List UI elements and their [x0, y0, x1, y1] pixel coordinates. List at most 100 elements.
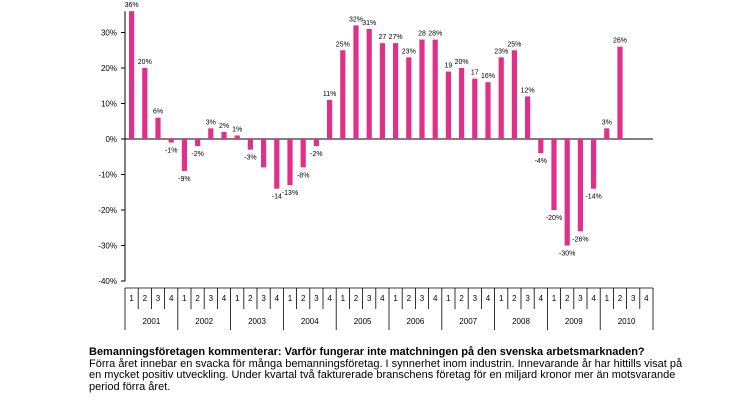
bar [485, 82, 491, 139]
bar [498, 57, 504, 139]
bar-label: 28 [418, 31, 426, 38]
year-label: 2010 [618, 317, 636, 326]
bar-label: 25% [507, 41, 521, 48]
bar-label: 17 [471, 70, 479, 77]
bar [340, 50, 346, 139]
bar [181, 139, 187, 171]
year-label: 2005 [354, 317, 372, 326]
quarter-label: 3 [578, 294, 583, 303]
bar-label: -14% [585, 194, 601, 201]
bar-label: 31% [362, 20, 376, 27]
quarter-label: 2 [301, 294, 306, 303]
bar [129, 11, 135, 140]
quarter-label: 2 [407, 294, 412, 303]
quarter-label: 1 [446, 294, 451, 303]
bar-label: 12% [521, 87, 535, 94]
caption: Bemanningsföretagen kommenterar: Varför … [89, 346, 689, 393]
quarter-label: 2 [248, 294, 253, 303]
bar-label: 11% [323, 91, 337, 98]
bar-label: -2% [310, 151, 322, 158]
bar [261, 139, 267, 168]
bar [247, 139, 253, 150]
quarter-label: 2 [565, 294, 570, 303]
bar [221, 131, 227, 139]
bar [617, 46, 623, 140]
quarter-label: 4 [169, 294, 174, 303]
bar-label: 26% [613, 38, 627, 45]
y-tick-label: 30% [101, 29, 117, 38]
bar-label: -8% [297, 172, 309, 179]
bar [313, 139, 319, 147]
bar [274, 139, 280, 189]
bar [577, 139, 583, 232]
bar-label: -30% [559, 251, 575, 258]
bar [300, 139, 306, 168]
quarter-label: 1 [552, 294, 557, 303]
caption-heading: Bemanningsföretagen kommenterar: Varför … [89, 346, 645, 358]
bar-label: 27% [389, 34, 403, 41]
bar-label: 25% [336, 41, 350, 48]
bar-label: -20% [546, 215, 562, 222]
quarter-label: 1 [182, 294, 187, 303]
bar-label: 16% [481, 73, 495, 80]
bar [551, 139, 557, 210]
y-tick-label: -10% [98, 171, 117, 180]
quarter-label: 3 [367, 294, 372, 303]
quarter-label: 3 [631, 294, 636, 303]
bar-label: 1% [232, 126, 242, 133]
bar-label: -4% [535, 158, 547, 165]
bar-label: 27 [379, 34, 387, 41]
bar-label: 2% [219, 123, 229, 130]
bar [168, 139, 174, 143]
bar [195, 139, 201, 147]
quarter-label: 2 [618, 294, 623, 303]
bar-label: -14 [272, 194, 282, 201]
bar-labels: 36%20%6%-1%-9%-2%3%2%1%-3%-14-13%-8%-2%1… [125, 2, 627, 257]
y-tick-label: 10% [101, 100, 117, 109]
quarter-label: 3 [420, 294, 425, 303]
bar [406, 57, 412, 139]
quarter-label: 3 [156, 294, 161, 303]
quarter-label: 2 [195, 294, 200, 303]
bar [459, 68, 465, 139]
quarter-label: 1 [605, 294, 610, 303]
bar-label: 23% [494, 48, 508, 55]
quarter-label: 1 [499, 294, 504, 303]
quarter-label: 1 [288, 294, 293, 303]
quarter-label: 3 [473, 294, 478, 303]
bar-label: 3% [602, 119, 612, 126]
bar-label: -1% [165, 148, 177, 155]
bar-chart: -40% -30% -20% -10% 0% 10% 20% 30% 36% 20% 6% -1% -… [98, 2, 654, 330]
bar [538, 139, 544, 154]
bar [208, 128, 214, 139]
y-tick-label: -40% [98, 277, 117, 286]
quarter-label: 2 [512, 294, 517, 303]
quarter-label: 3 [525, 294, 530, 303]
bar [472, 78, 478, 139]
bar [511, 50, 517, 139]
quarter-label: 4 [644, 294, 649, 303]
quarter-label: 4 [327, 294, 332, 303]
quarter-label: 4 [486, 294, 491, 303]
bar [604, 128, 610, 139]
bar-label: 23% [402, 48, 416, 55]
bar-label: -3% [244, 155, 256, 162]
quarter-label: 4 [591, 294, 596, 303]
year-label: 2003 [248, 317, 266, 326]
bar [525, 96, 531, 139]
bar-label: 28% [428, 31, 442, 38]
bar-label: -2% [191, 151, 203, 158]
bar-label: 32% [349, 16, 363, 23]
bar [419, 39, 425, 139]
quarter-label: 4 [275, 294, 280, 303]
bar [393, 43, 399, 139]
y-tick-label: -20% [98, 206, 117, 215]
bar-label: -13% [282, 190, 298, 197]
y-tick-label: 20% [101, 64, 117, 73]
bar-label: 20% [138, 59, 152, 66]
y-tick-label: 0% [105, 135, 117, 144]
bar-label: 36% [125, 2, 139, 9]
bar [564, 139, 570, 246]
year-label: 2004 [301, 317, 319, 326]
bar [591, 139, 597, 189]
